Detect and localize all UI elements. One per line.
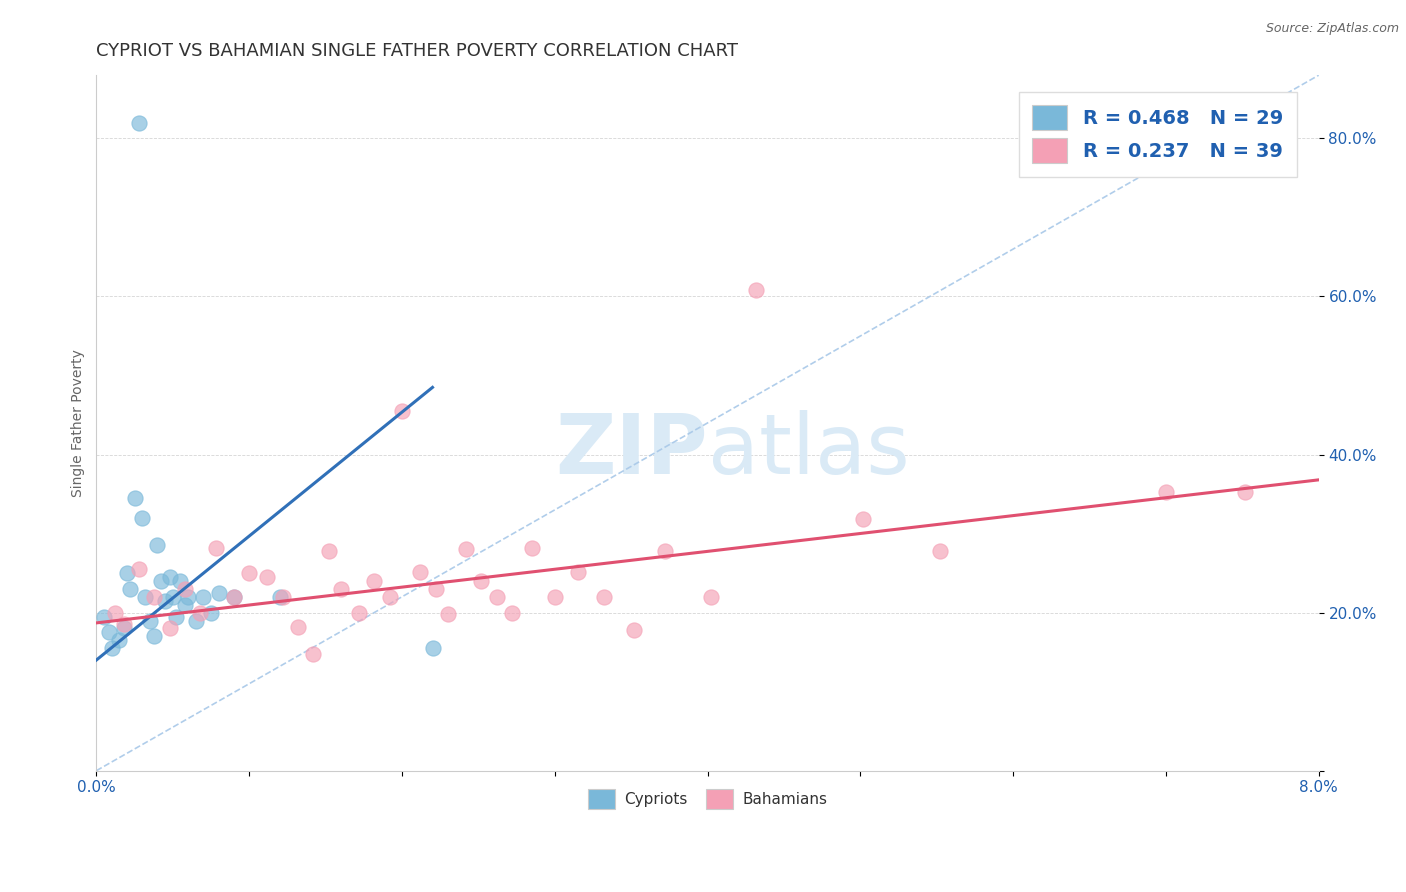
Point bbox=[852, 512, 875, 526]
Point bbox=[436, 607, 458, 622]
Point bbox=[112, 622, 135, 636]
Point bbox=[108, 633, 131, 648]
Point bbox=[378, 590, 401, 604]
Text: atlas: atlas bbox=[707, 410, 910, 491]
Point bbox=[115, 566, 138, 580]
Point bbox=[162, 590, 184, 604]
Legend: Cypriots, Bahamians: Cypriots, Bahamians bbox=[582, 783, 834, 815]
Point bbox=[128, 115, 150, 129]
Text: CYPRIOT VS BAHAMIAN SINGLE FATHER POVERTY CORRELATION CHART: CYPRIOT VS BAHAMIAN SINGLE FATHER POVERT… bbox=[97, 42, 738, 60]
Point bbox=[391, 404, 413, 418]
Point bbox=[131, 510, 153, 524]
Point bbox=[100, 641, 122, 656]
Point bbox=[592, 590, 614, 604]
Point bbox=[256, 570, 278, 584]
Point bbox=[567, 565, 589, 579]
Point bbox=[143, 629, 166, 643]
Point bbox=[699, 590, 721, 604]
Point bbox=[153, 594, 176, 608]
Point bbox=[174, 582, 197, 596]
Point bbox=[329, 582, 352, 596]
Point bbox=[97, 625, 120, 640]
Point bbox=[544, 590, 567, 604]
Point bbox=[520, 541, 543, 555]
Point bbox=[222, 590, 245, 604]
Point bbox=[654, 544, 676, 558]
Point bbox=[128, 562, 150, 576]
Point bbox=[269, 590, 291, 604]
Point bbox=[347, 606, 370, 620]
Point bbox=[623, 623, 645, 637]
Point bbox=[139, 614, 162, 628]
Point bbox=[745, 283, 768, 297]
Point bbox=[169, 574, 191, 588]
Point bbox=[93, 609, 115, 624]
Point bbox=[222, 590, 245, 604]
Point bbox=[287, 620, 309, 634]
Point bbox=[174, 598, 197, 612]
Point bbox=[456, 542, 478, 557]
Point bbox=[134, 590, 156, 604]
Point bbox=[146, 538, 169, 552]
Text: Source: ZipAtlas.com: Source: ZipAtlas.com bbox=[1265, 22, 1399, 36]
Point bbox=[1234, 485, 1257, 500]
Point bbox=[124, 491, 146, 505]
Point bbox=[104, 606, 127, 620]
Point bbox=[188, 606, 211, 620]
Point bbox=[501, 606, 523, 620]
Point bbox=[143, 590, 166, 604]
Point bbox=[238, 566, 260, 580]
Point bbox=[422, 641, 444, 656]
Point bbox=[118, 582, 141, 596]
Point bbox=[165, 609, 187, 624]
Point bbox=[159, 622, 181, 636]
Point bbox=[425, 582, 447, 596]
Point bbox=[184, 614, 207, 628]
Point bbox=[177, 590, 200, 604]
Point bbox=[928, 544, 950, 558]
Point bbox=[363, 574, 385, 588]
Point bbox=[409, 565, 432, 579]
Point bbox=[1154, 485, 1177, 500]
Point bbox=[470, 574, 492, 588]
Point bbox=[193, 590, 215, 604]
Point bbox=[149, 574, 172, 588]
Y-axis label: Single Father Poverty: Single Father Poverty bbox=[72, 349, 86, 497]
Point bbox=[112, 617, 135, 632]
Point bbox=[271, 590, 294, 604]
Point bbox=[485, 590, 508, 604]
Point bbox=[207, 586, 229, 600]
Point bbox=[159, 570, 181, 584]
Point bbox=[200, 606, 222, 620]
Point bbox=[302, 647, 325, 661]
Point bbox=[318, 544, 340, 558]
Text: ZIP: ZIP bbox=[555, 410, 707, 491]
Point bbox=[204, 541, 226, 555]
